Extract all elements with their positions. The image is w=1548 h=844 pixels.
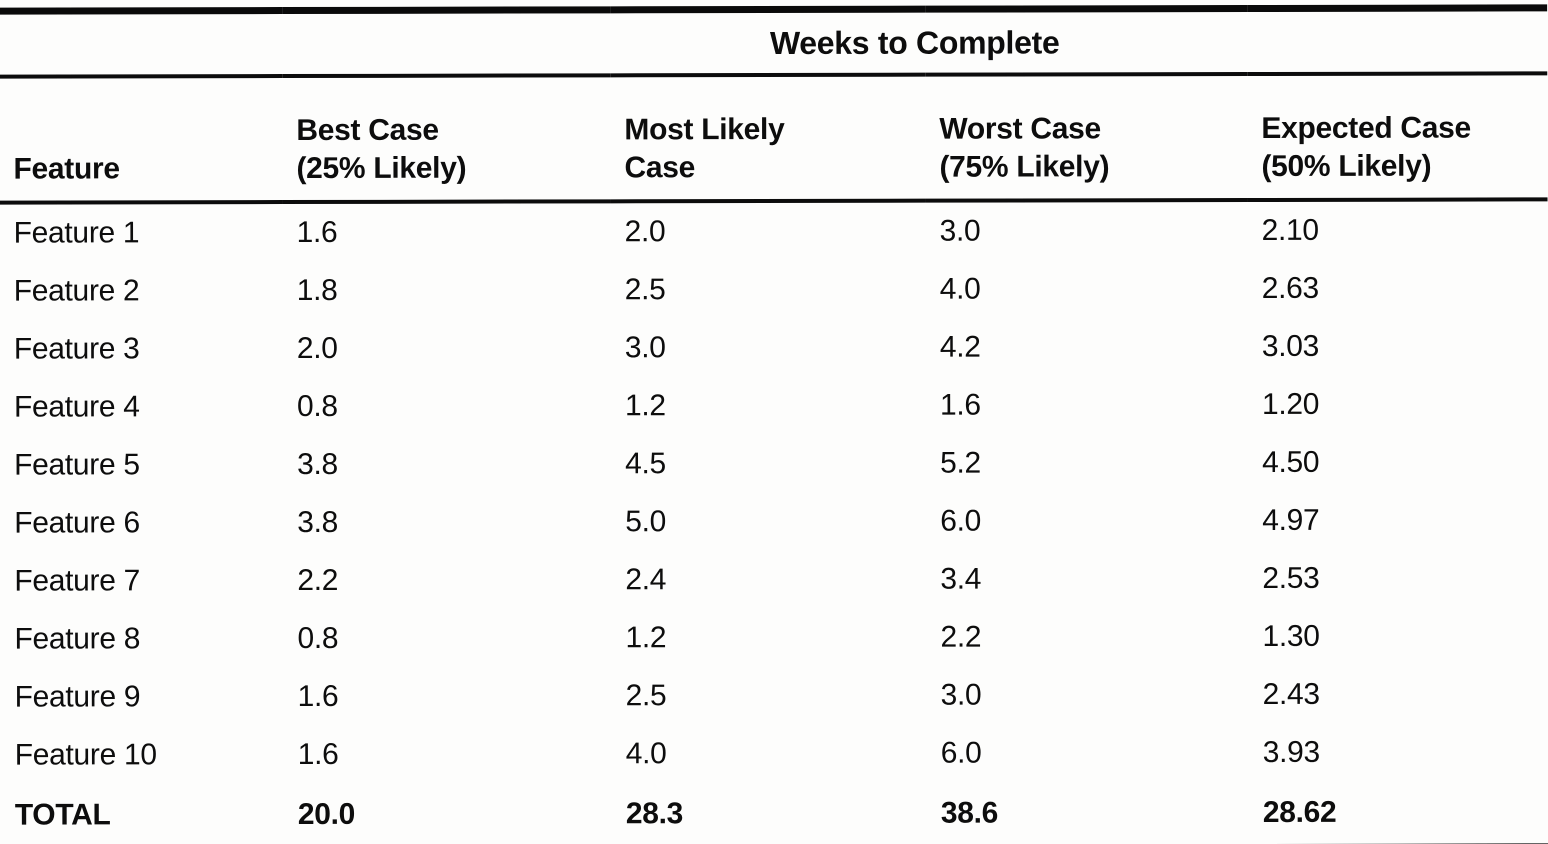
best-case-cell: 3.8	[297, 505, 339, 539]
column-header-worst-case: Worst Case (75% Likely)	[925, 74, 1248, 201]
best-case-cell: 1.6	[296, 215, 338, 249]
best-case-cell: 2.2	[297, 563, 339, 597]
expected-case-cell: 3.93	[1262, 735, 1320, 769]
expected-case-cell: 1.30	[1262, 619, 1320, 653]
most-likely-cell: 1.2	[625, 621, 667, 655]
most-likely-cell: 2.0	[624, 215, 666, 249]
header-line1: Best Case	[296, 113, 439, 147]
worst-case-cell: 2.2	[940, 620, 982, 654]
table-total-row: TOTAL 20.0 28.3 38.6 28.62	[1, 781, 1548, 844]
expected-case-cell: 2.63	[1261, 271, 1319, 305]
column-header-best-case: Best Case (25% Likely)	[282, 75, 611, 203]
most-likely-cell: 3.0	[624, 331, 666, 365]
feature-cell: Feature 1	[13, 216, 140, 250]
best-case-cell: 1.6	[297, 679, 339, 713]
expected-case-cell: 4.97	[1262, 503, 1320, 537]
worst-case-cell: 3.0	[939, 214, 981, 248]
table-row-feature-9: Feature 9 1.6 2.5 3.0 2.43	[0, 665, 1548, 726]
best-case-cell: 0.8	[296, 389, 338, 423]
table-sheet: Weeks to Complete Feature Best Case (25%…	[0, 4, 1548, 844]
best-case-cell: 1.8	[296, 273, 338, 307]
most-likely-cell: 2.4	[625, 563, 667, 597]
column-header-feature: Feature	[0, 76, 283, 203]
expected-case-cell: 1.20	[1261, 387, 1320, 421]
expected-case-cell: 4.50	[1262, 445, 1320, 479]
feature-cell: Feature 5	[14, 448, 140, 482]
header-line1: Expected Case	[1261, 111, 1471, 145]
column-header-most-likely: Most Likely Case	[610, 74, 926, 202]
best-case-cell: 3.8	[297, 447, 338, 481]
feature-cell: Feature 7	[14, 564, 141, 598]
best-case-cell: 2.0	[296, 331, 338, 365]
total-most-likely-cell: 28.3	[625, 797, 684, 831]
table-row-feature-4: Feature 4 0.8 1.2 1.6 1.20	[0, 375, 1548, 436]
expected-case-cell: 2.53	[1262, 561, 1320, 595]
worst-case-cell: 6.0	[940, 504, 982, 538]
best-case-cell: 1.6	[297, 737, 339, 771]
most-likely-cell: 5.0	[625, 505, 667, 539]
table-spanner-title: Weeks to Complete	[282, 7, 1548, 77]
expected-case-cell: 3.03	[1261, 329, 1320, 363]
feature-cell: Feature 8	[14, 622, 141, 656]
weeks-to-complete-table: Weeks to Complete Feature Best Case (25%…	[0, 4, 1548, 844]
column-header-row: Feature Best Case (25% Likely) Most Like…	[0, 73, 1548, 203]
total-label-cell: TOTAL	[14, 798, 111, 832]
header-line2: Feature	[13, 152, 120, 186]
worst-case-cell: 4.2	[939, 330, 981, 364]
most-likely-cell: 2.5	[624, 273, 666, 307]
table-row-feature-8: Feature 8 0.8 1.2 2.2 1.30	[0, 607, 1548, 668]
header-line1: Most Likely	[624, 112, 785, 147]
most-likely-cell: 4.0	[625, 737, 667, 771]
header-line2: (75% Likely)	[939, 150, 1110, 184]
table-row-feature-3: Feature 3 2.0 3.0 4.2 3.03	[0, 317, 1548, 378]
worst-case-cell: 4.0	[939, 272, 981, 306]
table-row-feature-10: Feature 10 1.6 4.0 6.0 3.93	[1, 723, 1548, 784]
total-best-case-cell: 20.0	[297, 797, 356, 831]
worst-case-cell: 5.2	[940, 446, 981, 480]
table-row-feature-1: Feature 1 1.6 2.0 3.0 2.10	[0, 199, 1548, 262]
expected-case-cell: 2.10	[1261, 213, 1319, 247]
worst-case-cell: 1.6	[939, 388, 981, 422]
column-header-expected-case: Expected Case (50% Likely)	[1247, 73, 1548, 201]
table-row-feature-6: Feature 6 3.8 5.0 6.0 4.97	[0, 491, 1548, 552]
total-worst-case-cell: 38.6	[940, 796, 999, 830]
feature-cell: Feature 9	[14, 680, 141, 714]
feature-cell: Feature 2	[13, 274, 140, 308]
feature-cell: Feature 3	[13, 332, 140, 366]
spanner-spacer-cell	[0, 10, 283, 77]
header-line1: Worst Case	[939, 112, 1101, 146]
header-line2: Case	[624, 151, 696, 185]
table-row-feature-5: Feature 5 3.8 4.5 5.2 4.50	[0, 433, 1548, 494]
worst-case-cell: 6.0	[940, 736, 982, 770]
feature-cell: Feature 10	[14, 738, 157, 772]
feature-cell: Feature 4	[13, 390, 140, 424]
header-line2: (25% Likely)	[296, 151, 467, 185]
total-expected-case-cell: 28.62	[1262, 795, 1337, 829]
worst-case-cell: 3.4	[940, 562, 982, 596]
best-case-cell: 0.8	[297, 621, 339, 655]
spanner-row: Weeks to Complete	[0, 7, 1548, 77]
most-likely-cell: 2.5	[625, 679, 667, 713]
feature-cell: Feature 6	[14, 506, 140, 540]
header-line2: (50% Likely)	[1261, 149, 1432, 183]
expected-case-cell: 2.43	[1262, 677, 1320, 711]
most-likely-cell: 4.5	[625, 447, 666, 481]
worst-case-cell: 3.0	[940, 678, 982, 712]
table-row-feature-2: Feature 2 1.8 2.5 4.0 2.63	[0, 259, 1548, 320]
most-likely-cell: 1.2	[624, 389, 666, 423]
table-row-feature-7: Feature 7 2.2 2.4 3.4 2.53	[0, 549, 1548, 610]
